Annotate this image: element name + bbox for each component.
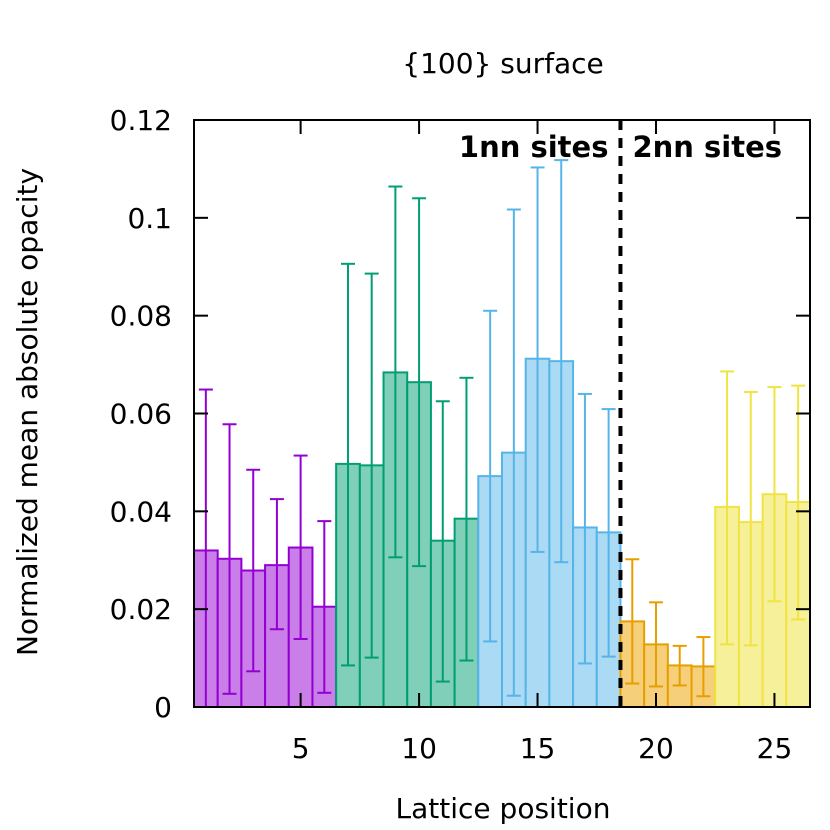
bars-layer [193,357,811,709]
y-tick-label-2: 0.04 [110,495,172,528]
error-bar-3 [246,468,261,673]
error-bar-5 [293,454,308,641]
y-tick-label-3: 0.06 [110,398,172,431]
y-tick-label-1: 0.02 [110,593,172,626]
x-tick-label-3: 20 [638,732,674,765]
error-bar-6 [317,520,332,694]
error-bar-20 [649,601,663,688]
error-bar-7 [341,262,355,667]
error-bar-25 [767,386,782,603]
x-axis-label: Lattice position [396,792,611,825]
error-bar-2 [222,423,237,695]
error-bar-15 [530,166,545,553]
error-bar-24 [743,390,758,647]
x-tick-label-2: 15 [520,732,556,765]
y-tick-label-0: 0 [154,691,172,724]
error-bar-14 [506,208,521,697]
error-bar-18 [601,408,616,658]
annotation-2nn-sites: 2nn sites [632,130,782,164]
chart-title: {100} surface [402,47,603,80]
error-bar-8 [364,272,379,659]
x-tick-label-1: 10 [401,732,437,765]
error-bar-17 [577,392,592,665]
error-bar-9 [388,185,403,559]
error-bar-13 [483,309,498,643]
error-bar-4 [269,498,284,631]
error-bar-19 [625,558,640,685]
error-bar-22 [696,636,711,698]
y-tick-label-4: 0.08 [110,300,172,333]
y-axis-label: Normalized mean absolute opacity [11,168,44,656]
error-bar-11 [435,400,450,683]
annotation-1nn-sites: 1nn sites [459,130,609,164]
y-tick-label-6: 0.12 [110,104,172,137]
y-axis: 0 0.02 0.04 0.06 0.08 0.1 0.12 [110,104,810,724]
error-bar-12 [459,376,474,662]
error-bar-16 [554,159,569,564]
x-tick-label-0: 5 [292,732,310,765]
x-axis: 5 10 15 20 25 [292,120,793,765]
error-bars-layer [198,159,806,708]
error-bar-21 [672,644,687,687]
error-bar-10 [412,197,427,568]
x-tick-label-4: 25 [757,732,793,765]
error-bar-26 [791,384,806,621]
error-bar-23 [720,370,735,646]
y-tick-label-5: 0.1 [127,202,172,235]
